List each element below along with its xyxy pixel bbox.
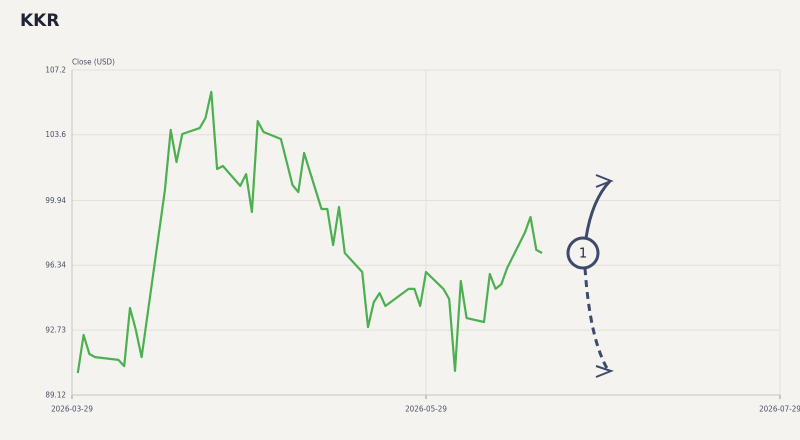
chart-title: KKR [20,11,59,31]
annotation-label: 1 [579,247,587,262]
y-tick-label: 96.34 [45,261,66,270]
arrow-down [583,267,610,371]
y-tick-label: 92.73 [45,326,66,335]
x-tick-label: 2026-03-29 [51,405,93,414]
arrow-up [584,179,612,239]
price-line [76,90,543,374]
y-tick-label: 107.2 [45,66,66,75]
x-tick-label: 2026-07-29 [759,405,800,414]
y-tick-label: 89.12 [45,391,66,400]
marker-circle [566,236,600,270]
annotation-marker: 1 [566,174,614,378]
y-axis-label: Close (USD) [72,58,115,67]
x-tick-label: 2026-05-29 [405,405,447,414]
arrow-head [595,174,614,188]
arrow-head [595,365,614,378]
y-tick-label: 99.94 [45,196,66,205]
y-tick-label: 103.6 [45,130,66,139]
